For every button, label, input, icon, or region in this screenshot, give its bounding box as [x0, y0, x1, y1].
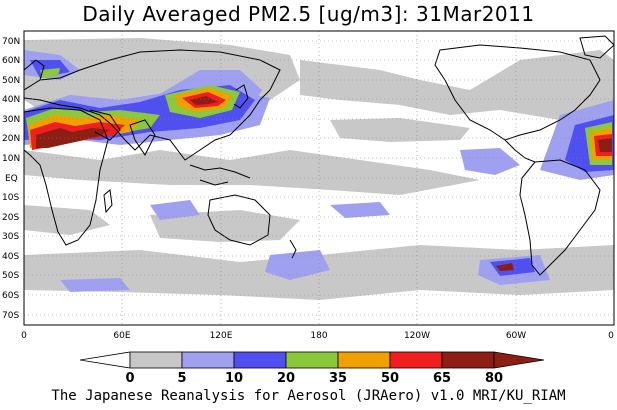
map-grid [24, 31, 614, 325]
colorbar-swatch-6 [389, 351, 443, 369]
lon-axis-labels: 0 60E 120E 180 120W 60W 0 [21, 331, 614, 341]
colorbar-swatch-3 [233, 351, 287, 369]
lat-tick-label: 20N [2, 134, 20, 144]
lon-tick-label: 60E [113, 331, 130, 341]
lat-tick-label: 40S [2, 252, 19, 262]
lat-tick-label: 70S [2, 311, 19, 321]
colorbar-tick-label: 5 [177, 371, 186, 386]
lat-tick-label: 20S [2, 213, 19, 223]
lat-tick-label: 60N [2, 56, 20, 66]
lon-tick-label: 0 [21, 331, 27, 341]
lat-tick-label: 30N [2, 115, 20, 125]
colorbar-tick-label: 50 [381, 371, 399, 386]
colorbar-swatch-2 [181, 351, 235, 369]
lon-tick-label: 180 [310, 331, 327, 341]
lat-tick-label: 30S [2, 232, 19, 242]
colorbar-tick-label: 80 [485, 371, 503, 386]
lon-tick-label: 0 [608, 331, 614, 341]
colorbar-tick-label: 35 [329, 371, 347, 386]
colorbar-swatch-7 [441, 351, 495, 369]
map-frame [23, 30, 615, 326]
map-title: Daily Averaged PM2.5 [ug/m3]: 31Mar2011 [82, 2, 535, 26]
credit-footer: The Japanese Reanalysis for Aerosol (JRA… [51, 388, 566, 404]
colorbar-swatch-1 [129, 351, 183, 369]
lat-tick-label: 50S [2, 271, 19, 281]
lat-axis-labels: 70N 60N 50N 40N 30N 20N 10N EQ 10S 20S 3… [2, 37, 20, 321]
colorbar: 0 5 10 20 35 50 65 80 [79, 351, 545, 386]
lat-tick-label: 10S [2, 193, 19, 203]
lat-tick-label: 10N [2, 154, 20, 164]
colorbar-tick-label: 0 [125, 371, 134, 386]
lat-tick-label: 40N [2, 95, 20, 105]
lat-tick-label: 70N [2, 37, 20, 47]
colorbar-arrow-max [493, 351, 545, 369]
map-panel [24, 31, 614, 325]
lon-tick-label: 120W [404, 331, 430, 341]
lat-tick-label: 50N [2, 76, 20, 86]
colorbar-swatch-5 [337, 351, 391, 369]
lon-tick-label: 60W [506, 331, 526, 341]
colorbar-tick-label: 20 [277, 371, 295, 386]
colorbar-tick-label: 65 [433, 371, 451, 386]
lat-tick-label: 60S [2, 291, 19, 301]
lon-tick-label: 120E [210, 331, 233, 341]
colorbar-swatch-4 [285, 351, 339, 369]
lat-tick-label: EQ [5, 174, 18, 184]
colorbar-tick-label: 10 [225, 371, 243, 386]
coastlines [24, 35, 614, 276]
colorbar-swatch-0 [79, 351, 131, 369]
